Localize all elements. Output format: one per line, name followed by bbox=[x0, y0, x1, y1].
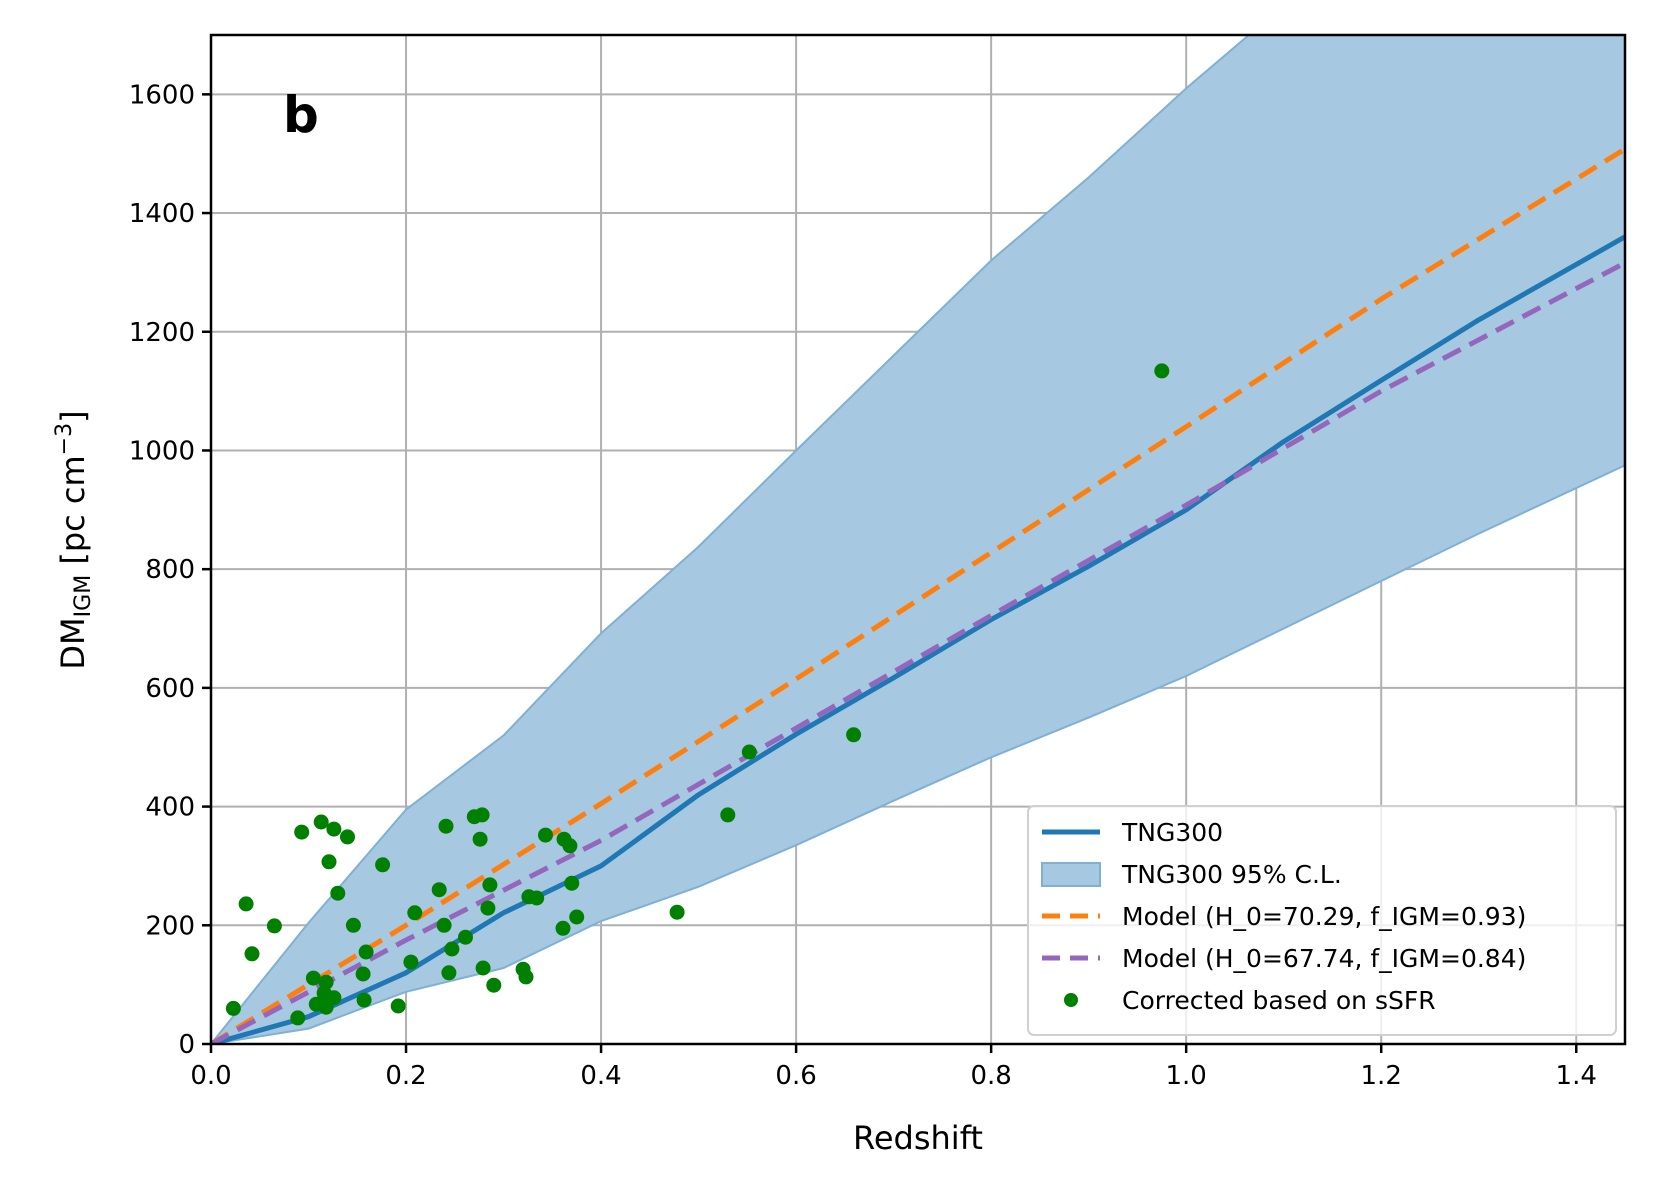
legend-item: TNG300 bbox=[1042, 818, 1223, 847]
scatter-point bbox=[669, 904, 685, 920]
y-tick-label: 1000 bbox=[129, 436, 195, 466]
scatter-point bbox=[1154, 363, 1170, 379]
legend-label: Model (H_0=70.29, f_IGM=0.93) bbox=[1122, 902, 1526, 931]
y-tick-label: 0 bbox=[178, 1030, 195, 1060]
scatter-point bbox=[474, 807, 490, 823]
legend-box bbox=[1027, 805, 1617, 1036]
legend-band-swatch bbox=[1041, 862, 1101, 887]
scatter-point bbox=[403, 954, 419, 970]
scatter-point bbox=[225, 1000, 241, 1016]
y-tick-label: 400 bbox=[145, 793, 195, 823]
scatter-point bbox=[321, 854, 337, 870]
x-tick-label: 1.4 bbox=[1556, 1061, 1597, 1091]
plot-frame bbox=[209, 33, 1627, 1046]
legend-label: Model (H_0=67.74, f_IGM=0.84) bbox=[1122, 944, 1526, 973]
scatter-point bbox=[562, 838, 578, 854]
scatter-point bbox=[846, 727, 862, 743]
x-tick-label: 0.2 bbox=[385, 1061, 426, 1091]
legend: TNG300 TNG300 95% C.L. Model (H_0=70.29, f… bbox=[1027, 805, 1617, 1036]
scatter-point bbox=[294, 824, 310, 840]
axis-ticks: 0.0 0.2 0.4 0.6 0.8 1.0 1.2 1.4 0 200 400 600 800 100… bbox=[129, 80, 1597, 1091]
scatter-point bbox=[305, 970, 321, 986]
scatter-point bbox=[340, 829, 355, 845]
scatter-point bbox=[326, 821, 342, 837]
legend-label: Corrected based on sSFR bbox=[1122, 986, 1436, 1015]
x-tick-label: 0.0 bbox=[190, 1061, 231, 1091]
y-tick-label: 800 bbox=[145, 555, 195, 585]
scatter-point bbox=[472, 831, 488, 847]
legend-label: TNG300 95% C.L. bbox=[1121, 860, 1342, 889]
tng300-line bbox=[211, 234, 1625, 1044]
legend-item: Model (H_0=67.74, f_IGM=0.84) bbox=[1042, 944, 1526, 973]
scatter-point bbox=[436, 917, 452, 933]
scatter-point bbox=[375, 857, 391, 873]
scatter-point bbox=[290, 1010, 306, 1026]
scatter-point bbox=[555, 920, 571, 936]
legend-item: Model (H_0=70.29, f_IGM=0.93) bbox=[1042, 902, 1526, 931]
y-tick-label: 1400 bbox=[129, 199, 195, 229]
scatter-point bbox=[318, 999, 334, 1015]
scatter-point bbox=[313, 814, 329, 830]
x-tick-label: 1.0 bbox=[1165, 1061, 1206, 1091]
scatter-point bbox=[345, 917, 361, 933]
scatter-point bbox=[431, 882, 447, 898]
scatter-point bbox=[480, 900, 496, 916]
y-tick-label: 600 bbox=[145, 674, 195, 704]
scatter-point bbox=[444, 941, 460, 957]
scatter-point bbox=[475, 960, 491, 976]
scatter-point bbox=[358, 944, 374, 960]
legend-label: TNG300 bbox=[1121, 818, 1223, 847]
y-axis-label-superscript: −3 bbox=[52, 423, 77, 455]
scatter-point bbox=[486, 977, 502, 993]
scatter-point bbox=[482, 877, 498, 893]
scatter-point bbox=[390, 998, 406, 1014]
scatter-point bbox=[538, 827, 553, 843]
y-axis-label: DMIGM [pc cm−3] bbox=[52, 410, 96, 669]
legend-point-swatch bbox=[1064, 993, 1078, 1007]
scatter-point bbox=[720, 807, 736, 823]
scatter-point bbox=[266, 918, 282, 934]
scatter-point bbox=[569, 909, 585, 925]
y-tick-label: 1200 bbox=[129, 318, 195, 348]
scatter-point bbox=[458, 929, 473, 945]
scatter-point bbox=[438, 818, 454, 834]
scatter-point bbox=[356, 992, 372, 1008]
y-tick-label: 200 bbox=[145, 911, 195, 941]
scatter-point bbox=[355, 966, 371, 982]
scatter-point bbox=[244, 946, 260, 962]
confidence-band-layer bbox=[211, 35, 1625, 1044]
x-tick-label: 0.6 bbox=[775, 1061, 816, 1091]
x-tick-label: 0.4 bbox=[580, 1061, 621, 1091]
scatter-points-layer bbox=[225, 363, 1170, 1026]
legend-item: Corrected based on sSFR bbox=[1064, 986, 1436, 1015]
y-axis-label-unit-close: ] bbox=[54, 410, 92, 422]
scatter-point bbox=[741, 744, 757, 760]
x-tick-label: 0.8 bbox=[970, 1061, 1011, 1091]
scatter-point bbox=[441, 965, 457, 981]
legend-item: TNG300 95% C.L. bbox=[1041, 860, 1342, 889]
x-tick-label: 1.2 bbox=[1361, 1061, 1402, 1091]
scatter-point bbox=[529, 890, 545, 906]
y-axis-label-subscript: IGM bbox=[71, 575, 96, 618]
y-axis-label-main: DM bbox=[54, 617, 92, 669]
scatter-point bbox=[407, 905, 423, 921]
scatter-point bbox=[518, 969, 534, 985]
x-axis-label: Redshift bbox=[853, 1119, 983, 1157]
y-axis-label-unit: [pc cm bbox=[54, 455, 92, 575]
y-tick-label: 1600 bbox=[129, 80, 195, 110]
scatter-point bbox=[330, 885, 346, 901]
panel-label: b bbox=[283, 86, 319, 144]
tng300-confidence-band bbox=[211, 35, 1625, 1044]
scatter-point bbox=[564, 875, 580, 891]
scatter-point bbox=[238, 896, 254, 912]
